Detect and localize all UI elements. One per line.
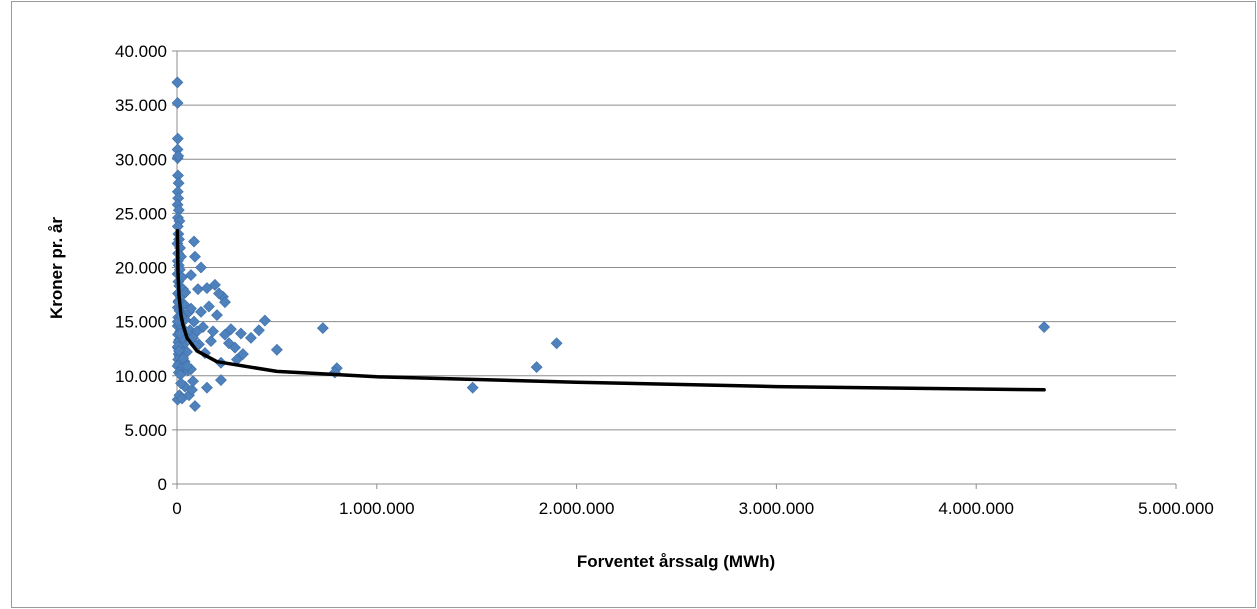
data-point	[530, 361, 543, 374]
data-point	[172, 150, 185, 162]
data-point	[1038, 321, 1051, 333]
data-point	[213, 287, 225, 300]
data-point	[215, 374, 227, 387]
x-tick-label: 3.000.000	[739, 499, 815, 518]
data-point	[189, 400, 201, 412]
data-point	[229, 341, 241, 354]
chart-frame	[11, 1, 1256, 608]
y-tick-label: 15.000	[115, 313, 167, 332]
y-tick-label: 0	[158, 475, 167, 494]
data-point	[195, 305, 207, 318]
y-tick-label: 5.000	[124, 421, 167, 440]
x-tick-label: 5.000.000	[1138, 499, 1214, 518]
y-tick-label: 30.000	[115, 150, 167, 169]
data-point	[195, 261, 207, 274]
y-tick-label: 10.000	[115, 367, 167, 386]
x-tick-label: 4.000.000	[938, 499, 1014, 518]
data-point	[235, 327, 247, 340]
data-point	[185, 302, 197, 315]
y-tick-labels: 0 5.000 10.000 15.000 20.000 25.000 30.000 35.0…	[115, 42, 167, 494]
data-point	[207, 325, 219, 338]
y-tick-label: 40.000	[115, 42, 167, 61]
x-tick-label: 1.000.000	[339, 499, 415, 518]
data-point	[175, 377, 187, 390]
axes	[172, 50, 1177, 489]
y-tick-label: 20.000	[115, 259, 167, 278]
data-point	[203, 300, 215, 313]
data-point	[173, 344, 185, 357]
data-point	[171, 76, 184, 89]
data-point	[211, 309, 223, 322]
data-point	[188, 315, 200, 328]
y-tick-label: 25.000	[115, 204, 167, 223]
x-tick-label: 2.000.000	[539, 499, 615, 518]
data-point	[550, 337, 563, 350]
data-points	[171, 76, 1051, 412]
data-point	[225, 323, 237, 336]
data-point	[171, 97, 184, 109]
trend-line	[175, 228, 1046, 392]
x-tick-label: 0	[172, 499, 181, 518]
data-point	[192, 283, 204, 296]
data-point	[316, 322, 329, 335]
data-point	[270, 343, 283, 356]
data-point	[189, 250, 201, 263]
data-point	[245, 331, 257, 344]
data-point	[205, 335, 217, 348]
data-point	[187, 375, 199, 388]
y-axis-title: Kroner pr. år	[47, 217, 66, 319]
data-point	[252, 324, 265, 337]
data-point	[185, 269, 197, 282]
data-point	[201, 381, 213, 394]
data-point	[258, 314, 271, 327]
x-axis-title: Forventet årssalg (MWh)	[577, 552, 775, 571]
data-point	[186, 383, 198, 396]
data-point	[209, 278, 221, 291]
data-point	[466, 381, 479, 394]
x-tick-labels: 0 1.000.000 2.000.000 3.000.000 4.000.000 5.0…	[172, 499, 1214, 518]
data-point	[219, 296, 231, 309]
data-point	[179, 286, 192, 299]
data-point	[181, 360, 193, 372]
y-tick-label: 35.000	[115, 96, 167, 115]
data-point	[171, 132, 184, 145]
data-point	[188, 235, 200, 248]
data-point	[237, 348, 249, 361]
